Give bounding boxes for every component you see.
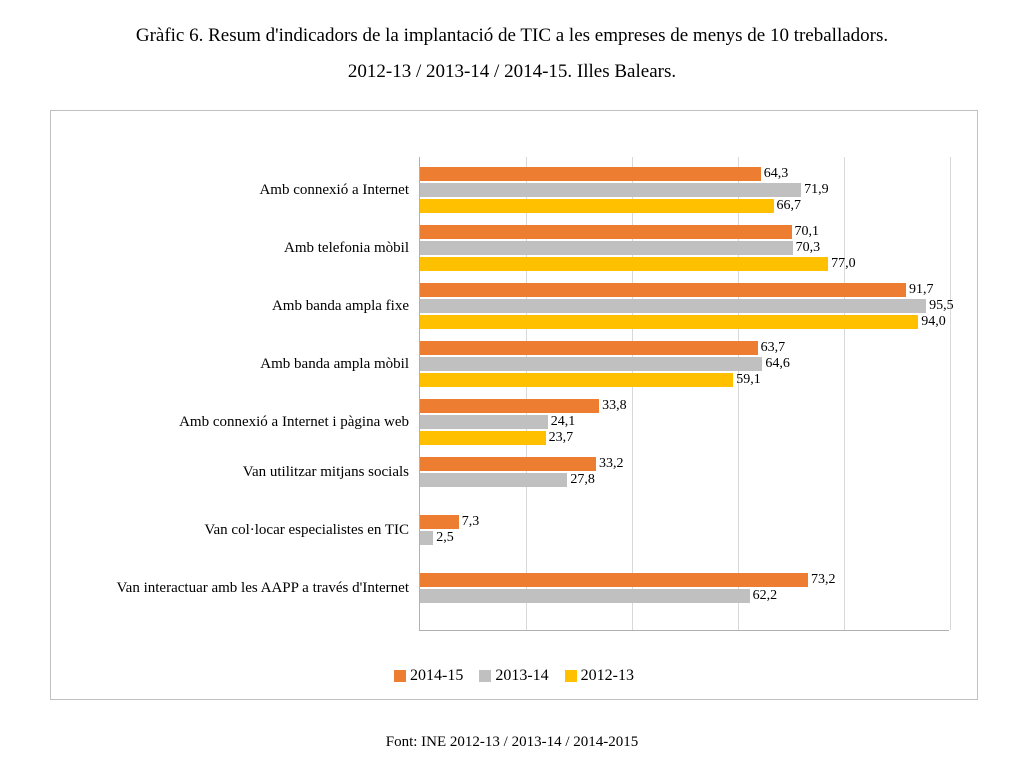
legend-label: 2014-15 xyxy=(410,667,463,684)
bar-value-label: 7,3 xyxy=(462,514,480,530)
bar-value-label: 2,5 xyxy=(436,530,454,546)
bar xyxy=(420,225,792,239)
title-line-1: Gràfic 6. Resum d'indicadors de la impla… xyxy=(0,18,1024,54)
category-label: Amb banda ampla mòbil xyxy=(49,355,409,373)
bar xyxy=(420,399,599,413)
legend: 2014-15 2013-14 2012-13 xyxy=(51,667,977,685)
legend-swatch xyxy=(479,670,491,682)
bar-value-label: 33,2 xyxy=(599,456,624,472)
bar-value-label: 71,9 xyxy=(804,182,829,198)
bar xyxy=(420,167,761,181)
bar-value-label: 23,7 xyxy=(549,430,574,446)
category-label: Amb telefonia mòbil xyxy=(49,239,409,257)
legend-item-2014-15: 2014-15 xyxy=(394,667,463,685)
category-label: Amb connexió a Internet i pàgina web xyxy=(49,413,409,431)
bar-value-label: 70,1 xyxy=(795,224,820,240)
bar-value-label: 24,1 xyxy=(551,414,576,430)
bar xyxy=(420,315,918,329)
plot-area: 64,371,966,770,170,377,091,795,594,063,7… xyxy=(419,157,949,631)
category-label: Van col·locar especialistes en TIC xyxy=(49,521,409,539)
bar xyxy=(420,283,906,297)
legend-label: 2012-13 xyxy=(581,667,634,684)
bar xyxy=(420,299,926,313)
bar xyxy=(420,515,459,529)
bar xyxy=(420,457,596,471)
bar-value-label: 77,0 xyxy=(831,256,856,272)
category-label: Amb banda ampla fixe xyxy=(49,297,409,315)
bar-value-label: 73,2 xyxy=(811,572,836,588)
bar-value-label: 95,5 xyxy=(929,298,954,314)
category-label: Amb connexió a Internet xyxy=(49,181,409,199)
category-label: Van utilitzar mitjans socials xyxy=(49,463,409,481)
bar-value-label: 27,8 xyxy=(570,472,595,488)
legend-swatch xyxy=(394,670,406,682)
legend-label: 2013-14 xyxy=(495,667,548,684)
source-text: Font: INE 2012-13 / 2013-14 / 2014-2015 xyxy=(0,734,1024,751)
bar xyxy=(420,341,758,355)
bar-value-label: 64,6 xyxy=(765,356,790,372)
bar xyxy=(420,241,793,255)
bar xyxy=(420,431,546,445)
legend-swatch xyxy=(565,670,577,682)
bar xyxy=(420,573,808,587)
bar-value-label: 66,7 xyxy=(777,198,802,214)
bar xyxy=(420,257,828,271)
bar-value-label: 70,3 xyxy=(796,240,821,256)
bar-value-label: 59,1 xyxy=(736,372,761,388)
legend-item-2012-13: 2012-13 xyxy=(565,667,634,685)
bar xyxy=(420,473,567,487)
bar-value-label: 94,0 xyxy=(921,314,946,330)
bar xyxy=(420,589,750,603)
bar xyxy=(420,373,733,387)
gridline xyxy=(844,157,845,630)
bar xyxy=(420,531,433,545)
title-line-2: 2012-13 / 2013-14 / 2014-15. Illes Balea… xyxy=(0,54,1024,90)
category-label: Van interactuar amb les AAPP a través d'… xyxy=(49,579,409,597)
bar-value-label: 64,3 xyxy=(764,166,789,182)
chart-frame: 64,3 71,966,7 70,170,3 77,0 91,795,594,0 63,7… xyxy=(50,110,978,700)
bar-value-label: 62,2 xyxy=(753,588,778,604)
bar xyxy=(420,357,762,371)
bar xyxy=(420,415,548,429)
bar xyxy=(420,199,774,213)
chart-title: Gràfic 6. Resum d'indicadors de la impla… xyxy=(0,0,1024,90)
bar-value-label: 91,7 xyxy=(909,282,934,298)
bar-value-label: 33,8 xyxy=(602,398,627,414)
legend-item-2013-14: 2013-14 xyxy=(479,667,548,685)
gridline xyxy=(950,157,951,630)
bar xyxy=(420,183,801,197)
bar-value-label: 63,7 xyxy=(761,340,786,356)
